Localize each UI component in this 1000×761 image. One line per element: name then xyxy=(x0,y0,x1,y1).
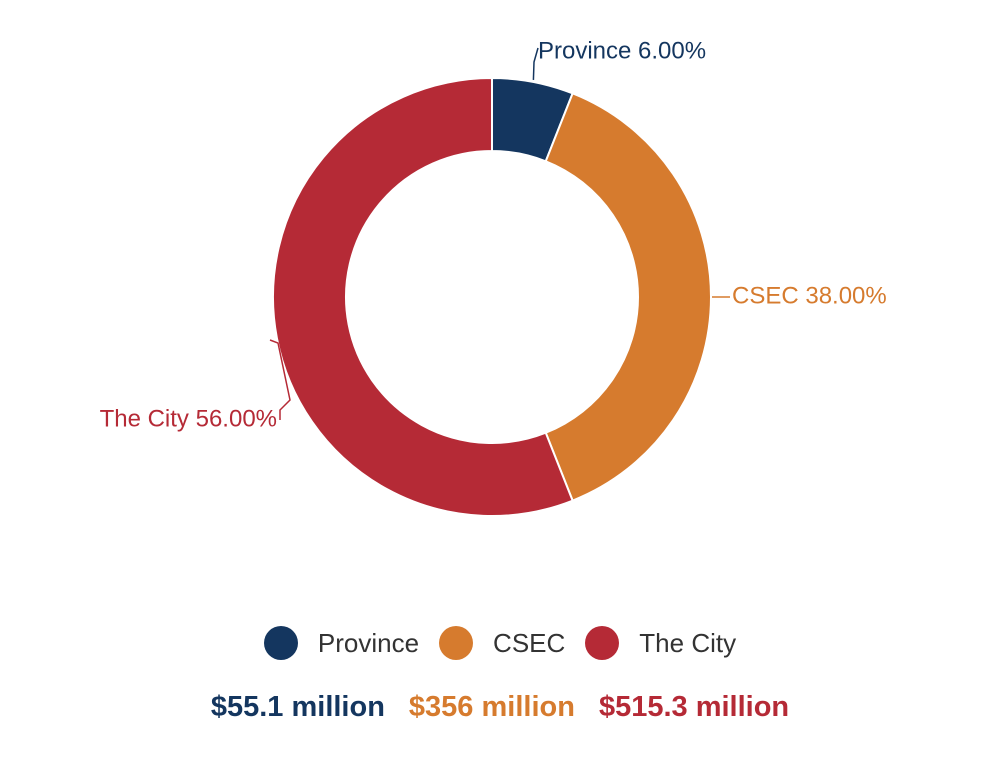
slice-label-province: Province 6.00% xyxy=(538,37,706,64)
slice-the-city[interactable] xyxy=(272,76,574,517)
legend-marker-the-city xyxy=(585,626,620,660)
total-csec: $356 million xyxy=(408,690,575,723)
leader-line-the-city xyxy=(269,339,291,420)
total-province: $55.1 million xyxy=(210,690,385,723)
total-the-city: $515.3 million xyxy=(598,690,790,723)
slice-label-csec: CSEC 38.00% xyxy=(732,282,887,309)
legend-item-province[interactable]: Province xyxy=(263,626,420,660)
donut-chart: Province 6.00% CSEC 38.00% The City 56.00% xyxy=(100,37,887,517)
legend-item-csec[interactable]: CSEC xyxy=(439,626,565,660)
donut-slices xyxy=(272,76,712,517)
legend: Province CSEC The City xyxy=(0,618,1000,668)
slice-label-the-city: The City 56.00% xyxy=(100,405,277,432)
legend-label-csec: CSEC xyxy=(493,627,566,658)
legend-label-the-city: The City xyxy=(639,627,737,658)
slice-csec[interactable] xyxy=(544,92,712,502)
legend-marker-csec xyxy=(439,626,474,660)
legend-marker-province xyxy=(263,626,298,660)
legend-label-province: Province xyxy=(317,627,420,658)
leader-line-province xyxy=(532,47,539,80)
slice-labels: Province 6.00% CSEC 38.00% The City 56.00% xyxy=(100,37,887,432)
funding-totals: $55.1 million $356 million $515.3 millio… xyxy=(0,683,1000,731)
legend-item-the-city[interactable]: The City xyxy=(585,626,736,660)
